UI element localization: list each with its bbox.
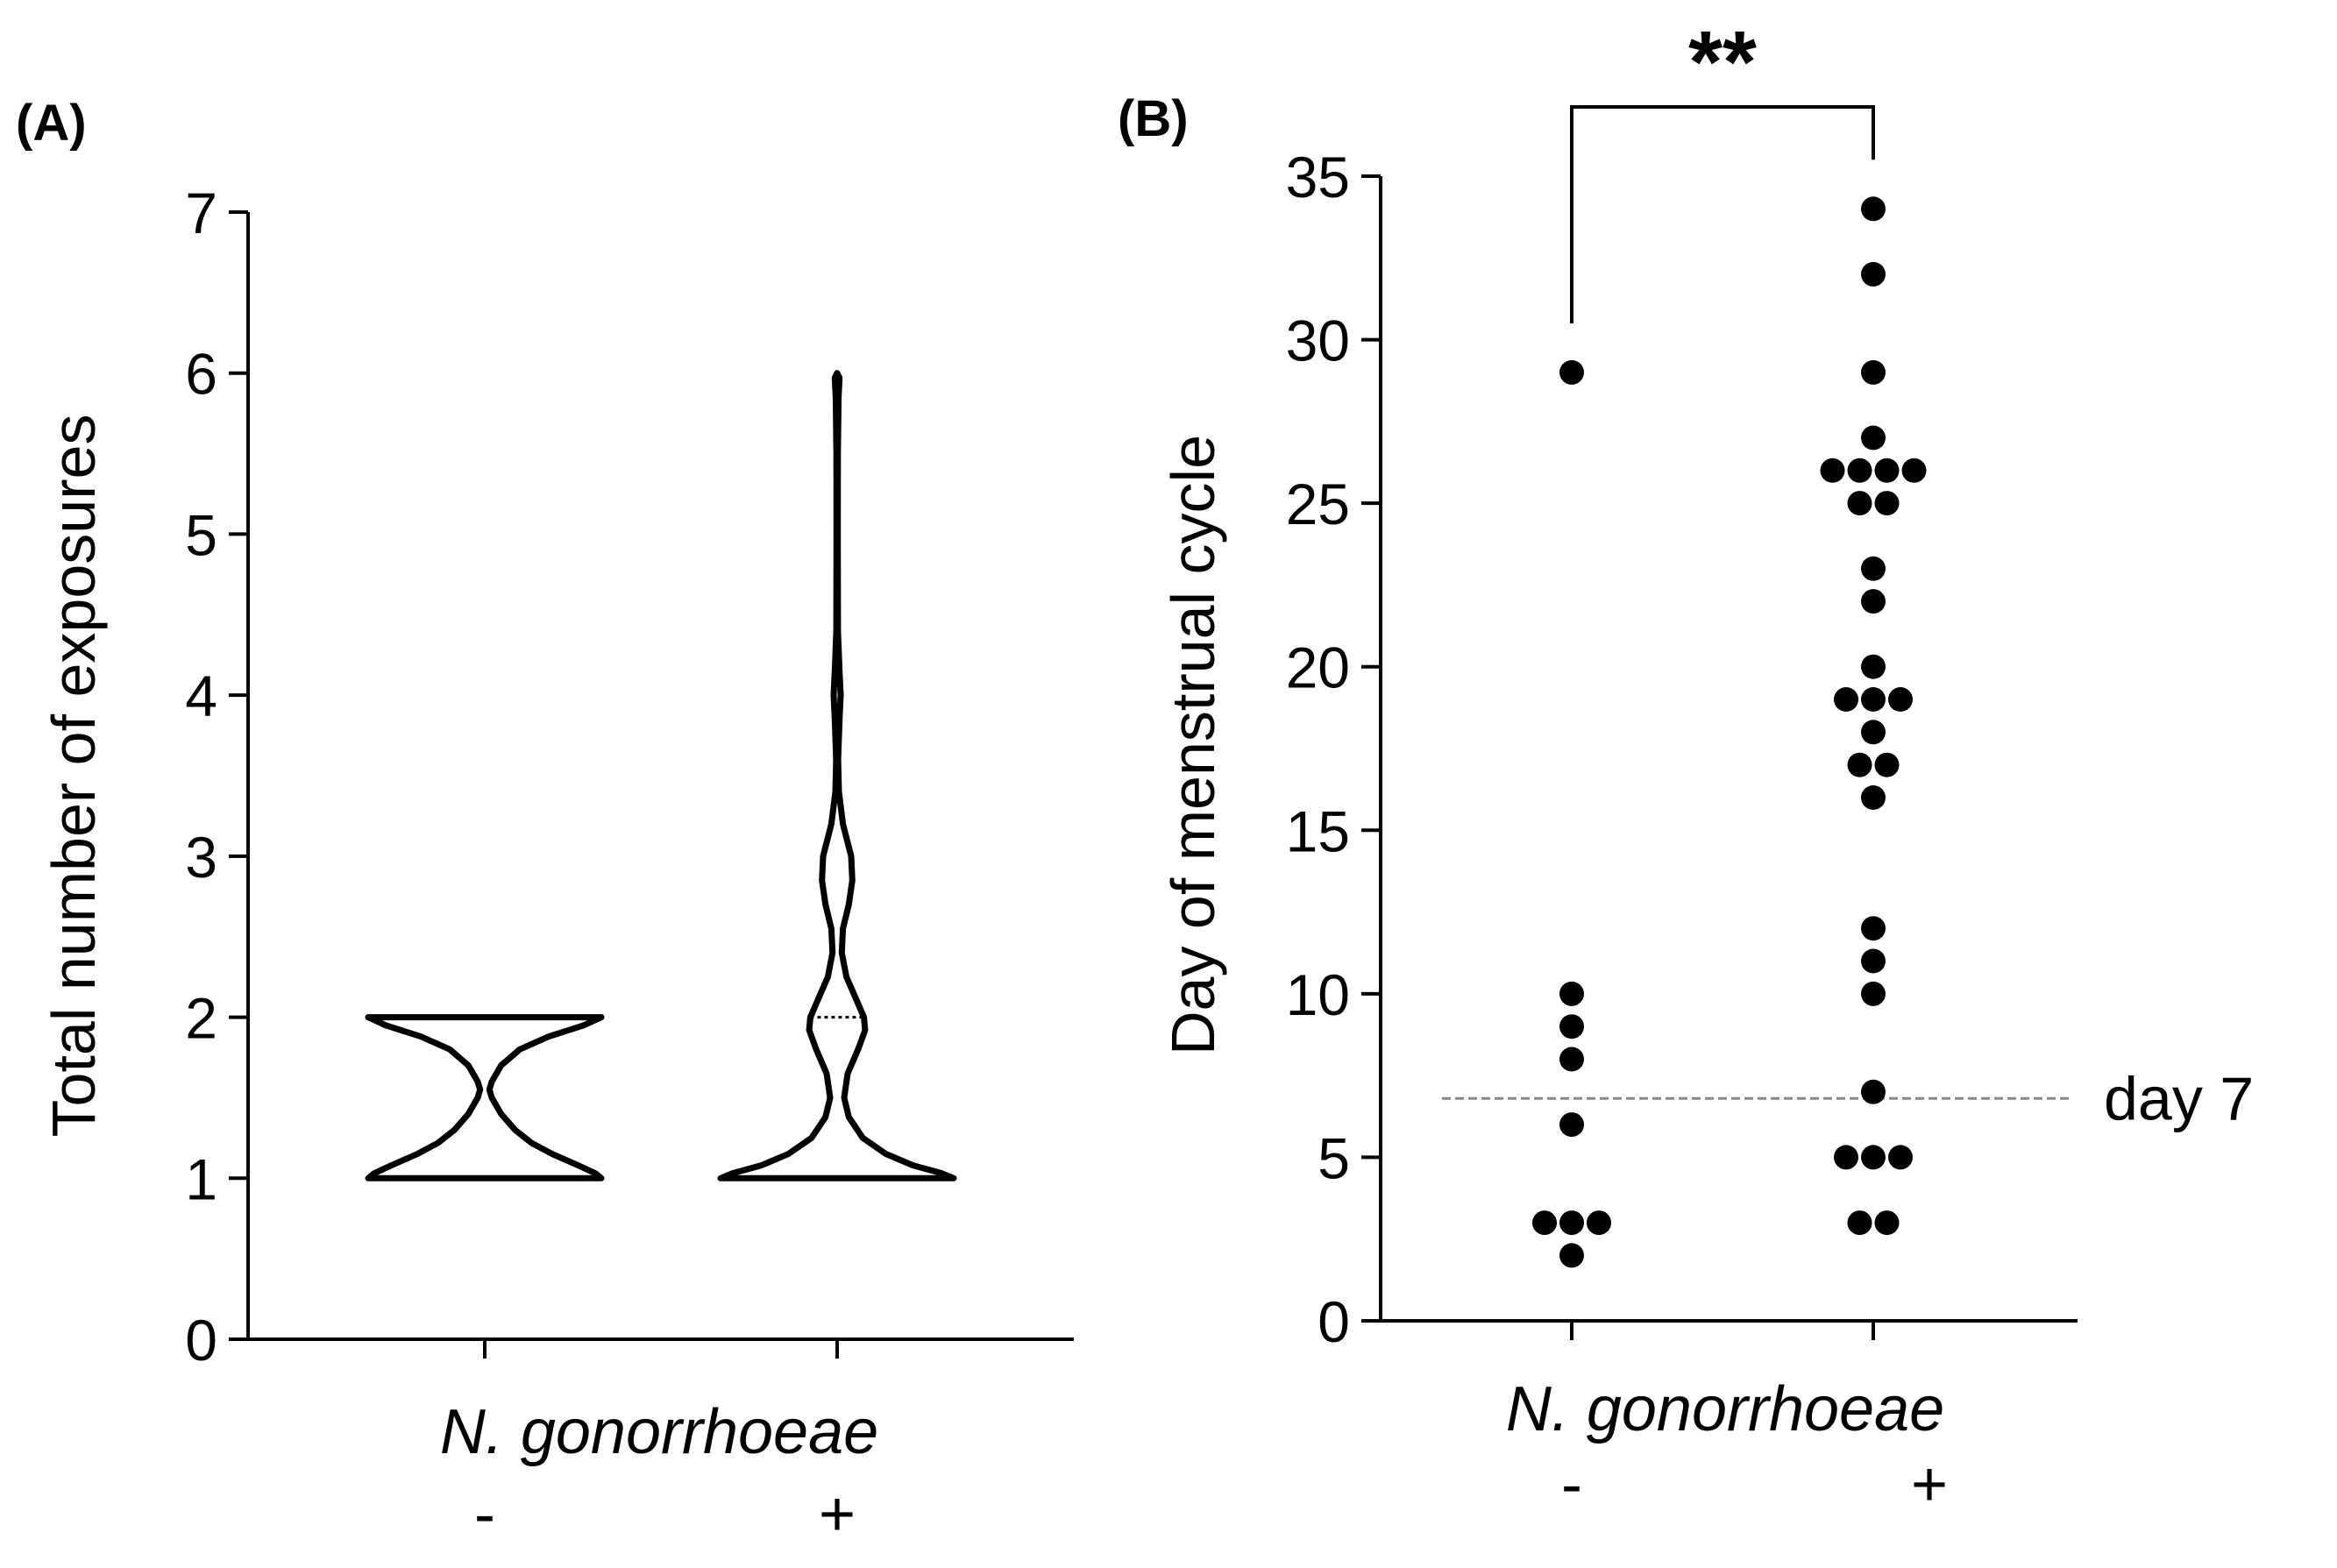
panel-b-y-tick-label: 35 [1286, 145, 1350, 209]
panel-a-y-tick-label: 5 [185, 502, 217, 567]
data-point-positive [1820, 458, 1845, 483]
significance-label: ** [1688, 13, 1757, 111]
panel-b-y-tick-label: 15 [1286, 798, 1350, 863]
data-point-positive [1861, 1079, 1886, 1104]
data-point-positive [1861, 425, 1886, 451]
panel-b-y-tick-label: 20 [1286, 635, 1350, 700]
data-point-negative [1559, 359, 1584, 385]
data-point-positive [1874, 1210, 1900, 1236]
panel-b-label: (B) [1118, 90, 1189, 147]
panel-b-y-tick-label: 25 [1286, 472, 1350, 536]
data-point-positive [1847, 1210, 1872, 1236]
panel-a-y-tick-label: 6 [185, 342, 217, 407]
data-point-positive [1861, 981, 1886, 1006]
data-point-positive [1901, 458, 1927, 483]
data-point-positive [1861, 589, 1886, 614]
data-point-positive [1888, 1145, 1913, 1170]
significance-bracket [1570, 105, 1875, 323]
panel-b-category-negative: - [1561, 1450, 1582, 1520]
panel-b-y-tick-label: 5 [1318, 1125, 1350, 1190]
data-point-negative [1559, 1243, 1584, 1268]
panel-b-x-ticks [1570, 1321, 1875, 1340]
panel-a-y-tick-label: 7 [185, 181, 217, 245]
panel-a-category-positive: + [819, 1479, 856, 1550]
panel-a-y-tick-label: 2 [185, 986, 217, 1051]
data-point-positive [1861, 654, 1886, 679]
panel-b-x-axis-label: N. gonorrhoeae [1506, 1374, 1944, 1444]
data-point-positive [1874, 491, 1900, 516]
reference-line-label: day 7 [2104, 1064, 2254, 1132]
data-point-positive [1847, 752, 1872, 777]
data-point-positive [1847, 491, 1872, 516]
panel-a-y-axis-label: Total number of exposures [39, 415, 108, 1138]
panel-b-y-ticks: 0 5 10 15 20 25 30 35 [1286, 145, 1381, 1354]
panel-a-y-ticks: 0 1 2 3 4 5 6 7 [185, 181, 248, 1373]
data-point-positive [1847, 458, 1872, 483]
panel-a-category-negative: - [474, 1479, 495, 1550]
data-point-positive [1861, 687, 1886, 712]
data-point-positive [1834, 1145, 1858, 1170]
panel-b-y-axis-label: Day of menstrual cycle [1159, 435, 1227, 1055]
data-point-positive [1888, 687, 1913, 712]
panel-a-violins [365, 370, 957, 1181]
data-point-positive [1861, 916, 1886, 941]
data-point-negative [1559, 1210, 1584, 1236]
panel-b-y-tick-label: 30 [1286, 309, 1350, 373]
data-point-positive [1861, 720, 1886, 745]
data-point-positive [1861, 196, 1886, 222]
data-point-positive [1861, 785, 1886, 810]
panel-a: (A) Total number of exposures 0 1 2 3 4 5 6 7 N… [16, 95, 1074, 1550]
data-point-negative [1587, 1210, 1611, 1236]
violin-negative [365, 1014, 605, 1181]
panel-b-points [1532, 196, 1927, 1268]
violin-positive [717, 370, 957, 1181]
panel-b-category-positive: + [1911, 1450, 1948, 1520]
panel-b-y-tick-label: 10 [1286, 962, 1350, 1027]
data-point-positive [1861, 556, 1886, 581]
data-point-positive [1861, 261, 1886, 287]
panel-a-y-tick-label: 0 [185, 1308, 217, 1373]
data-point-positive [1874, 458, 1900, 483]
data-point-positive [1861, 359, 1886, 385]
panel-a-y-tick-label: 1 [185, 1146, 217, 1211]
data-point-negative [1559, 1014, 1584, 1039]
panel-b-y-tick-label: 0 [1318, 1289, 1350, 1354]
panel-a-y-tick-label: 4 [185, 663, 217, 728]
panel-a-label: (A) [16, 95, 87, 152]
panel-a-x-ticks [483, 1339, 839, 1359]
panel-b: (B) Day of menstrual cycle 0 5 10 15 20 25 30 3… [1118, 13, 2254, 1520]
data-point-negative [1532, 1210, 1557, 1236]
data-point-negative [1559, 1047, 1584, 1072]
data-point-positive [1874, 752, 1900, 777]
data-point-positive [1861, 948, 1886, 974]
data-point-positive [1861, 1145, 1886, 1170]
panel-a-y-tick-label: 3 [185, 825, 217, 890]
panel-a-x-axis-label: N. gonorrhoeae [440, 1397, 878, 1467]
data-point-positive [1834, 687, 1858, 712]
data-point-negative [1559, 1112, 1584, 1138]
data-point-negative [1559, 981, 1584, 1006]
